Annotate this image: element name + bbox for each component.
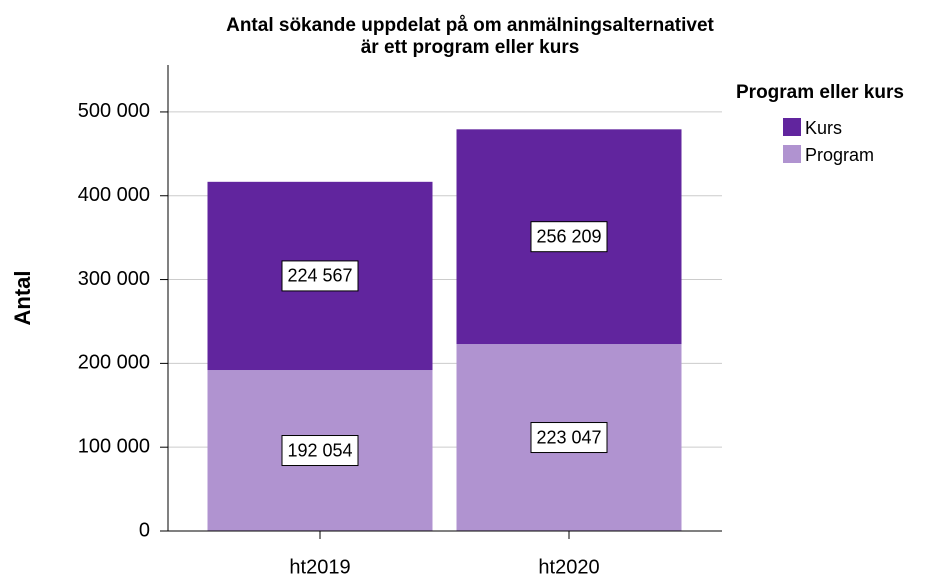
value-label-box	[281, 260, 359, 292]
value-label: 224 567	[287, 266, 352, 286]
value-label-box	[281, 435, 359, 467]
y-tick-label: 500 000	[78, 100, 150, 122]
legend-swatch	[783, 145, 801, 163]
y-tick-label: 300 000	[78, 268, 150, 290]
y-tick-label: 0	[139, 519, 150, 541]
value-label: 223 047	[536, 427, 601, 447]
x-tick-label: ht2020	[538, 556, 599, 578]
y-tick-label: 200 000	[78, 352, 150, 374]
value-label-box	[530, 221, 608, 253]
x-tick-label: ht2019	[289, 556, 350, 578]
legend-label: Kurs	[805, 118, 842, 138]
legend-title: Program eller kurs	[736, 82, 904, 103]
value-label-box	[530, 422, 608, 454]
y-axis-label: Antal	[10, 271, 35, 326]
legend-swatch	[783, 118, 801, 136]
value-label: 192 054	[287, 440, 352, 460]
y-tick-label: 400 000	[78, 184, 150, 206]
value-label: 256 209	[536, 226, 601, 246]
chart-title: Antal sökande uppdelat på om anmälningsa…	[226, 15, 714, 36]
y-tick-label: 100 000	[78, 435, 150, 457]
chart-title: är ett program eller kurs	[361, 37, 580, 58]
legend-label: Program	[805, 145, 874, 165]
